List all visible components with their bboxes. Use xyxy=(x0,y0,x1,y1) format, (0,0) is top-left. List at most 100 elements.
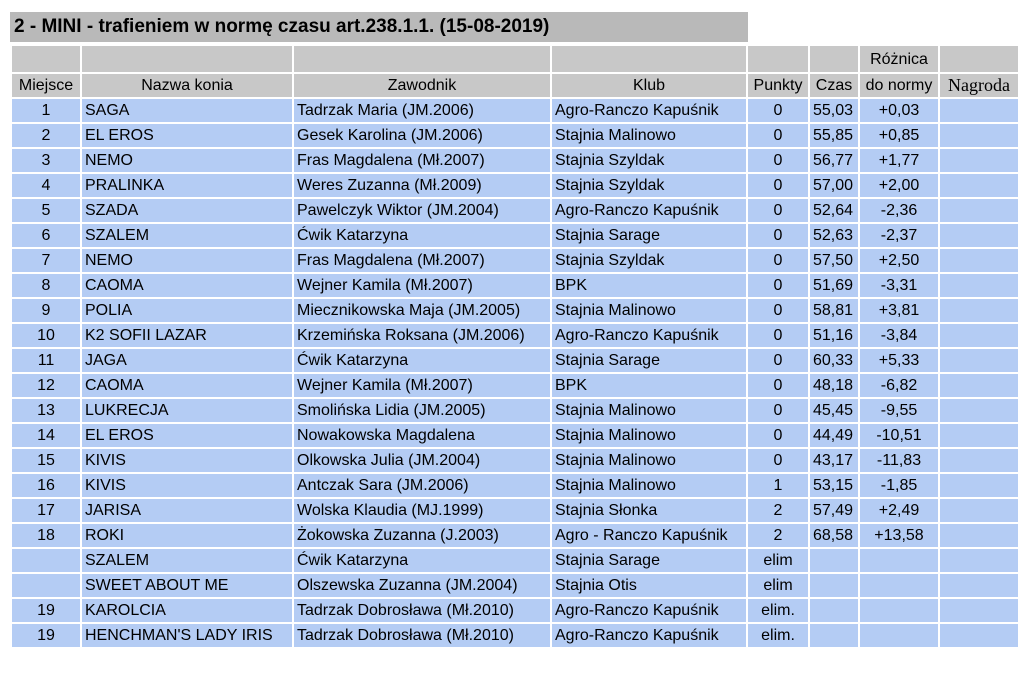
header-club: Klub xyxy=(552,74,746,97)
table-row: SWEET ABOUT ME Olszewska Zuzanna (JM.2004… xyxy=(12,574,1018,597)
cell-rider: Tadrzak Maria (JM.2006) xyxy=(294,99,550,122)
table-row: 19 HENCHMAN'S LADY IRIS Tadrzak Dobrosława… xyxy=(12,624,1018,647)
cell-prize xyxy=(940,299,1018,322)
cell-time: 58,81 xyxy=(810,299,858,322)
cell-time: 44,49 xyxy=(810,424,858,447)
cell-horse: KIVIS xyxy=(82,474,292,497)
cell-club: Stajnia Szyldak xyxy=(552,174,746,197)
header-rider: Zawodnik xyxy=(294,74,550,97)
cell-place: 2 xyxy=(12,124,80,147)
header-diff-top: Różnica xyxy=(860,46,938,72)
header-place: Miejsce xyxy=(12,74,80,97)
table-row: 12 CAOMA Wejner Kamila (Mł.2007) BPK 0 48,18-… xyxy=(12,374,1018,397)
cell-club: Agro-Ranczo Kapuśnik xyxy=(552,99,746,122)
cell-horse: PRALINKA xyxy=(82,174,292,197)
header-empty xyxy=(12,46,80,72)
header-empty xyxy=(748,46,808,72)
cell-club: BPK xyxy=(552,374,746,397)
cell-club: Stajnia Malinowo xyxy=(552,424,746,447)
cell-rider: Olkowska Julia (JM.2004) xyxy=(294,449,550,472)
cell-time: 60,33 xyxy=(810,349,858,372)
cell-prize xyxy=(940,349,1018,372)
cell-rider: Żokowska Zuzanna (J.2003) xyxy=(294,524,550,547)
cell-points: 0 xyxy=(748,149,808,172)
cell-prize xyxy=(940,249,1018,272)
cell-diff: -9,55 xyxy=(860,399,938,422)
cell-rider: Gesek Karolina (JM.2006) xyxy=(294,124,550,147)
cell-diff xyxy=(860,624,938,647)
cell-time: 51,69 xyxy=(810,274,858,297)
cell-points: 0 xyxy=(748,99,808,122)
cell-club: Agro - Ranczo Kapuśnik xyxy=(552,524,746,547)
cell-points: 0 xyxy=(748,124,808,147)
cell-rider: Antczak Sara (JM.2006) xyxy=(294,474,550,497)
cell-horse: JARISA xyxy=(82,499,292,522)
cell-horse: NEMO xyxy=(82,249,292,272)
cell-club: Stajnia Malinowo xyxy=(552,124,746,147)
header-horse: Nazwa konia xyxy=(82,74,292,97)
cell-diff: -1,85 xyxy=(860,474,938,497)
cell-club: Agro-Ranczo Kapuśnik xyxy=(552,599,746,622)
cell-diff: +13,58 xyxy=(860,524,938,547)
cell-place: 10 xyxy=(12,324,80,347)
cell-prize xyxy=(940,474,1018,497)
cell-points: elim xyxy=(748,574,808,597)
cell-rider: Nowakowska Magdalena xyxy=(294,424,550,447)
cell-time: 57,00 xyxy=(810,174,858,197)
cell-diff: -2,36 xyxy=(860,199,938,222)
cell-points: 0 xyxy=(748,449,808,472)
cell-rider: Fras Magdalena (Mł.2007) xyxy=(294,249,550,272)
cell-points: 0 xyxy=(748,374,808,397)
cell-prize xyxy=(940,199,1018,222)
cell-prize xyxy=(940,274,1018,297)
cell-diff: +1,77 xyxy=(860,149,938,172)
cell-points: 0 xyxy=(748,424,808,447)
cell-rider: Wejner Kamila (Mł.2007) xyxy=(294,374,550,397)
cell-points: 0 xyxy=(748,174,808,197)
cell-prize xyxy=(940,424,1018,447)
cell-horse: ROKI xyxy=(82,524,292,547)
cell-place: 15 xyxy=(12,449,80,472)
cell-horse: K2 SOFII LAZAR xyxy=(82,324,292,347)
cell-horse: POLIA xyxy=(82,299,292,322)
cell-time: 55,85 xyxy=(810,124,858,147)
table-row: 14 EL EROS Nowakowska Magdalena Stajnia Mal… xyxy=(12,424,1018,447)
cell-club: Agro-Ranczo Kapuśnik xyxy=(552,624,746,647)
header-empty xyxy=(82,46,292,72)
cell-points: elim xyxy=(748,549,808,572)
cell-time: 48,18 xyxy=(810,374,858,397)
header-row: Miejsce Nazwa konia Zawodnik Klub Punkty… xyxy=(12,74,1018,97)
cell-diff xyxy=(860,574,938,597)
cell-diff: +0,85 xyxy=(860,124,938,147)
cell-diff: -6,82 xyxy=(860,374,938,397)
cell-prize xyxy=(940,174,1018,197)
cell-horse: SWEET ABOUT ME xyxy=(82,574,292,597)
cell-prize xyxy=(940,599,1018,622)
cell-points: 0 xyxy=(748,274,808,297)
table-row: 11 JAGA Ćwik Katarzyna Stajnia Sarage 0 60,33… xyxy=(12,349,1018,372)
cell-horse: EL EROS xyxy=(82,124,292,147)
cell-horse: HENCHMAN'S LADY IRIS xyxy=(82,624,292,647)
cell-rider: Tadrzak Dobrosława (Mł.2010) xyxy=(294,599,550,622)
cell-rider: Smolińska Lidia (JM.2005) xyxy=(294,399,550,422)
results-table: Różnica Miejsce Nazwa konia Zawodnik Klu… xyxy=(10,44,1020,649)
cell-prize xyxy=(940,399,1018,422)
cell-place: 13 xyxy=(12,399,80,422)
cell-club: Stajnia Otis xyxy=(552,574,746,597)
cell-horse: SZADA xyxy=(82,199,292,222)
cell-points: 0 xyxy=(748,249,808,272)
cell-rider: Krzemińska Roksana (JM.2006) xyxy=(294,324,550,347)
cell-rider: Wolska Klaudia (MJ.1999) xyxy=(294,499,550,522)
cell-place: 7 xyxy=(12,249,80,272)
table-row: 15 KIVIS Olkowska Julia (JM.2004) Stajnia M… xyxy=(12,449,1018,472)
cell-rider: Olszewska Zuzanna (JM.2004) xyxy=(294,574,550,597)
cell-horse: KIVIS xyxy=(82,449,292,472)
cell-time: 56,77 xyxy=(810,149,858,172)
cell-horse: LUKRECJA xyxy=(82,399,292,422)
table-row: 1 SAGA Tadrzak Maria (JM.2006) Agro-Ranczo … xyxy=(12,99,1018,122)
cell-prize xyxy=(940,149,1018,172)
cell-place: 9 xyxy=(12,299,80,322)
table-row: 19 KAROLCIA Tadrzak Dobrosława (Mł.2010) Ag… xyxy=(12,599,1018,622)
cell-club: Stajnia Malinowo xyxy=(552,299,746,322)
table-header: Różnica Miejsce Nazwa konia Zawodnik Klu… xyxy=(12,46,1018,97)
